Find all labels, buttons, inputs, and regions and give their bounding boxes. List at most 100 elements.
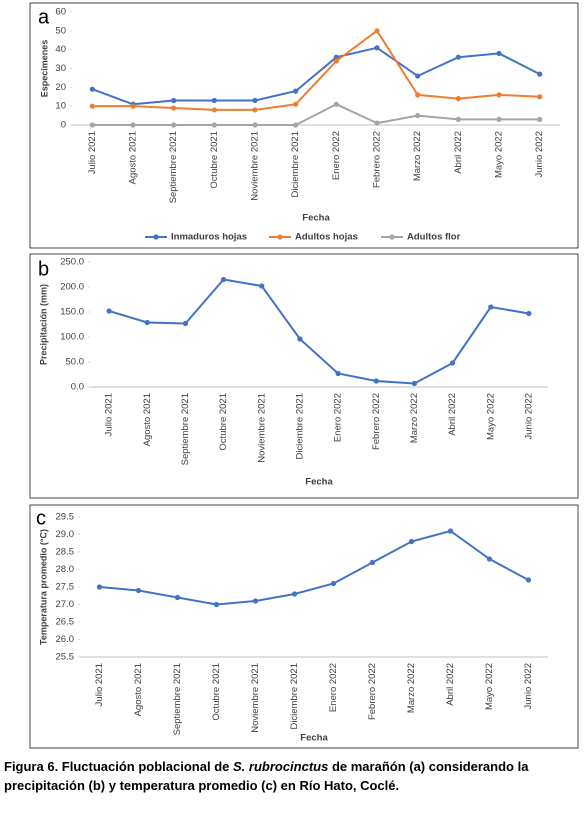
marker [455, 54, 461, 60]
x-tick-label: Diciembre 2021 [289, 663, 300, 730]
marker [496, 50, 502, 57]
x-tick-label: Julio 2021 [104, 393, 115, 436]
y-tick-label: 27.5 [56, 582, 75, 593]
x-tick-label: Junio 2022 [523, 663, 534, 709]
panel-frame [29, 2, 579, 249]
y-tick-label: 28.0 [56, 564, 75, 575]
panel-frame [29, 253, 579, 499]
x-tick-label: Abril 2022 [445, 663, 456, 706]
marker [333, 101, 339, 107]
x-tick-label: Noviembre 2021 [256, 393, 267, 463]
y-tick-label: 250.0 [60, 257, 84, 268]
legend-label: Adultos flor [407, 232, 461, 243]
caption-species: S. rubrocinctus [232, 759, 329, 774]
y-tick-label: 29.5 [56, 512, 75, 523]
marker [373, 378, 379, 384]
line [108, 278, 530, 385]
marker [211, 107, 217, 113]
marker [252, 122, 258, 128]
marker [89, 103, 95, 109]
marker [297, 336, 303, 342]
x-tick-label: Agosto 2021 [128, 131, 139, 184]
marker [135, 587, 142, 594]
marker [106, 308, 112, 314]
x-tick-label: Abril 2022 [453, 131, 464, 174]
x-tick-label: Diciembre 2021 [294, 393, 305, 460]
marker [291, 591, 298, 597]
marker [211, 97, 217, 104]
y-tick-label: 20 [55, 82, 66, 93]
y-tick-label: 25.5 [56, 652, 75, 663]
x-tick-label: Febrero 2022 [367, 663, 378, 720]
marker [411, 380, 418, 387]
marker [525, 577, 532, 583]
marker [252, 107, 258, 113]
panel-label: b [38, 258, 49, 280]
x-tick-label: Marzo 2022 [412, 131, 423, 181]
y-tick-label: 10 [55, 101, 66, 112]
y-tick-label: 60 [55, 7, 66, 18]
marker [333, 54, 339, 60]
marker [526, 310, 532, 317]
y-tick-label: 0.0 [71, 382, 84, 393]
marker [369, 559, 376, 566]
x-tick-label: Octubre 2021 [211, 663, 222, 721]
x-tick-label: Mayo 2022 [484, 663, 495, 710]
x-tick-label: Febrero 2022 [372, 131, 383, 188]
marker [486, 556, 493, 562]
marker [252, 97, 258, 104]
x-tick-label: Enero 2022 [328, 663, 339, 712]
x-tick-label: Octubre 2021 [218, 393, 229, 451]
panel-label: c [36, 507, 46, 529]
x-tick-label: Mayo 2022 [494, 131, 505, 178]
line [92, 29, 540, 111]
marker [293, 101, 299, 107]
figure: a 0 10 20 30 40 50 60 Julio 2021 Agosto 2021 Septi… [29, 2, 579, 749]
x-tick-label: Septiembre 2021 [172, 663, 183, 735]
marker [374, 28, 380, 34]
x-tick-label: Abril 2022 [447, 393, 458, 436]
panel-frame [29, 504, 579, 749]
y-tick-label: 29.0 [56, 529, 75, 540]
legend-label: Inmaduros hojas [171, 232, 247, 243]
x-tick-label: Enero 2022 [333, 393, 344, 442]
marker [333, 58, 339, 64]
marker [252, 598, 259, 604]
y-axis-title: Temperatura promedio (°C) [38, 529, 48, 645]
marker [496, 92, 502, 98]
line [91, 46, 541, 106]
marker [374, 120, 380, 126]
marker [213, 601, 220, 608]
marker [496, 116, 502, 122]
line [92, 103, 540, 126]
marker [415, 92, 421, 98]
legend-marker [389, 234, 395, 240]
x-axis-title: Fecha [302, 213, 330, 224]
x-tick-label: Enero 2022 [331, 131, 342, 180]
marker [220, 276, 227, 283]
y-tick-label: 200.0 [60, 282, 84, 293]
x-tick-label: Octubre 2021 [209, 131, 220, 189]
marker [335, 370, 341, 377]
x-tick-label: Marzo 2022 [409, 393, 420, 443]
marker [130, 122, 136, 128]
y-axis-title: Precipitación (mm) [38, 284, 48, 365]
marker [455, 116, 461, 122]
caption: Figura 6. Fluctuación poblacional de S. … [4, 757, 582, 795]
x-tick-label: Junio 2022 [523, 393, 534, 439]
legend-marker [153, 234, 159, 240]
x-tick-label: Marzo 2022 [406, 663, 417, 713]
y-tick-label: 30 [55, 63, 66, 74]
marker [182, 320, 189, 327]
marker [449, 360, 456, 366]
marker [174, 594, 181, 601]
line [99, 529, 529, 606]
legend-marker [277, 234, 283, 240]
y-tick-label: 26.0 [56, 634, 75, 645]
caption-text: Figura 6. Fluctuación poblacional de [4, 759, 233, 774]
y-tick-label: 100.0 [60, 332, 84, 343]
y-axis-title: Especímenes [39, 40, 49, 98]
x-tick-label: Febrero 2022 [371, 393, 382, 450]
caption-text: de marañón (a) considerando la precipita… [4, 759, 529, 793]
x-tick-label: Septiembre 2021 [168, 131, 179, 203]
